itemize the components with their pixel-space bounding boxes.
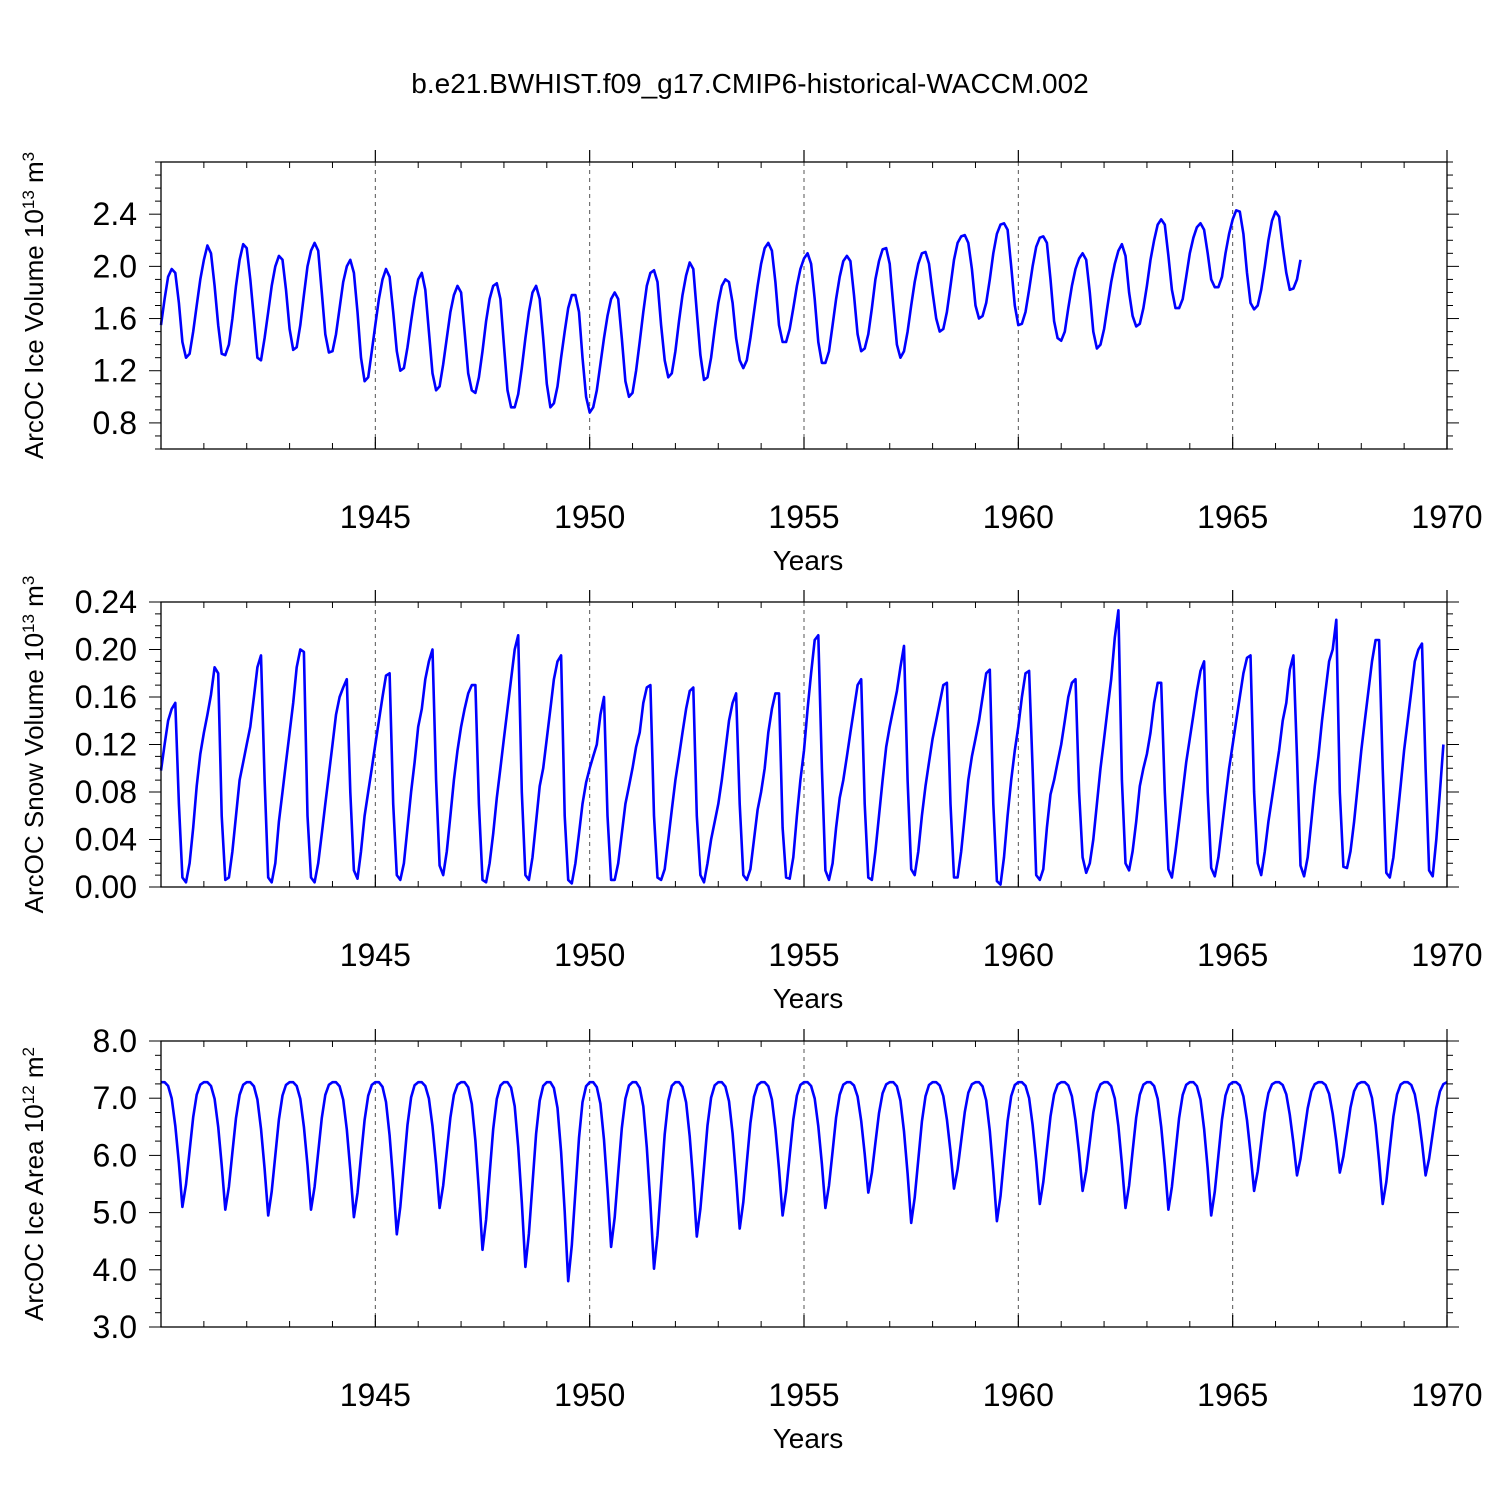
x-tick-label: 1945 [340, 1377, 411, 1413]
x-tick-label: 1965 [1197, 937, 1268, 973]
y-tick-label: 6.0 [93, 1137, 137, 1173]
y-label-text: m [19, 161, 49, 190]
x-tick-label: 1970 [1411, 1377, 1482, 1413]
page-title: b.e21.BWHIST.f09_g17.CMIP6-historical-WA… [411, 68, 1089, 99]
x-tick-label: 1950 [554, 937, 625, 973]
y-tick-label: 0.04 [75, 822, 137, 858]
y-tick-label: 0.08 [75, 774, 137, 810]
y-tick-label: 0.00 [75, 869, 137, 905]
x-tick-label: 1960 [983, 937, 1054, 973]
x-tick-label: 1950 [554, 499, 625, 535]
y-tick-label: 0.8 [93, 405, 137, 441]
y-tick-label: 7.0 [93, 1080, 137, 1116]
y-tick-label: 3.0 [93, 1309, 137, 1345]
y-label-text: m [19, 1056, 49, 1085]
x-axis-label: Years [773, 545, 844, 576]
ice-area-panel: 1945 1950 1955 1960 1965 1970 3.0 4.0 5.0 6.0 7.0 8… [19, 1023, 1483, 1454]
y-tick-label: 0.20 [75, 632, 137, 668]
y-label-superscript: 13 [19, 614, 38, 633]
y-axis-label: ArcOC Ice Volume 1013 m3 [19, 152, 49, 459]
y-label-text: m [19, 585, 49, 614]
x-tick-label: 1945 [340, 499, 411, 535]
x-tick-label: 1965 [1197, 499, 1268, 535]
x-tick-label: 1955 [768, 1377, 839, 1413]
y-tick-label: 1.2 [93, 353, 137, 389]
ice-volume-panel: 1945 1950 1955 1960 1965 1970 0.8 1.2 1.6 2.0 2.4 Y… [19, 150, 1483, 576]
series-line [161, 1080, 1448, 1283]
y-label-superscript: 3 [19, 576, 38, 585]
y-tick-label: 0.24 [75, 584, 137, 620]
y-tick-label: 2.4 [93, 196, 137, 232]
x-tick-label: 1955 [768, 499, 839, 535]
series-line [159, 209, 1302, 414]
x-tick-label: 1955 [768, 937, 839, 973]
y-tick-label: 1.6 [93, 301, 137, 337]
y-axis-label: ArcOC Ice Area 1012 m2 [19, 1047, 49, 1321]
y-label-text: ArcOC Snow Volume 10 [19, 633, 49, 913]
x-axis-label: Years [773, 983, 844, 1014]
y-label-text: ArcOC Ice Area 10 [19, 1104, 49, 1321]
x-tick-label: 1960 [983, 499, 1054, 535]
y-label-superscript: 3 [19, 152, 38, 161]
x-tick-label: 1960 [983, 1377, 1054, 1413]
snow-volume-panel: 1945 1950 1955 1960 1965 1970 0.00 0.04 0.08 0.12… [19, 576, 1483, 1014]
plot-frame [160, 1040, 1448, 1328]
y-tick-label: 2.0 [93, 248, 137, 284]
plot-frame [160, 161, 1448, 450]
x-tick-label: 1950 [554, 1377, 625, 1413]
y-label-superscript: 2 [19, 1047, 38, 1056]
x-tick-label: 1970 [1411, 937, 1482, 973]
y-axis-label: ArcOC Snow Volume 1013 m3 [19, 576, 49, 914]
y-tick-label: 0.12 [75, 727, 137, 763]
series-line [159, 608, 1445, 886]
x-tick-label: 1965 [1197, 1377, 1268, 1413]
y-tick-label: 5.0 [93, 1195, 137, 1231]
y-label-superscript: 12 [19, 1085, 38, 1104]
y-tick-label: 8.0 [93, 1023, 137, 1059]
y-label-superscript: 13 [19, 190, 38, 209]
plot-frame [160, 601, 1448, 888]
x-tick-label: 1970 [1411, 499, 1482, 535]
y-label-text: ArcOC Ice Volume 10 [19, 209, 49, 459]
y-tick-label: 0.16 [75, 679, 137, 715]
x-tick-label: 1945 [340, 937, 411, 973]
y-tick-label: 4.0 [93, 1252, 137, 1288]
x-axis-label: Years [773, 1423, 844, 1454]
